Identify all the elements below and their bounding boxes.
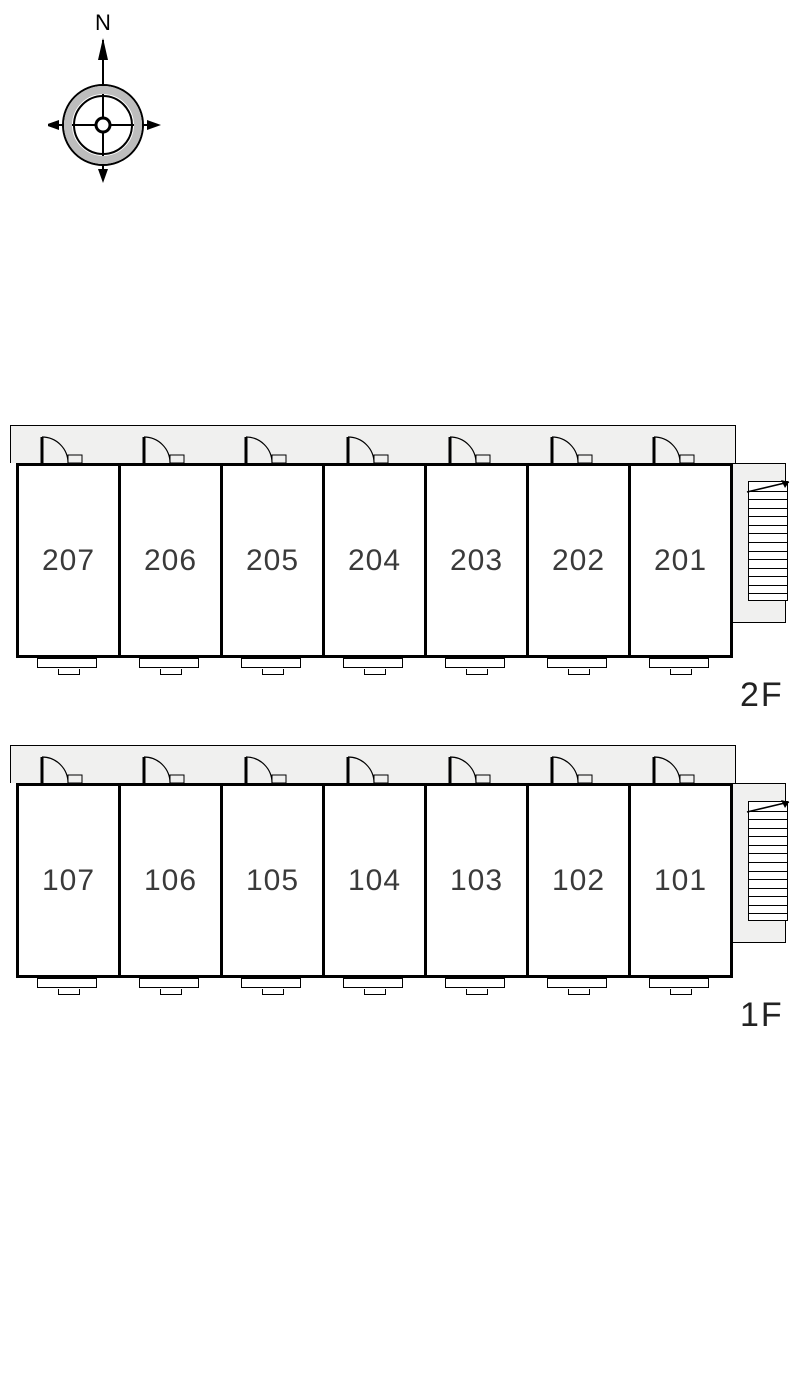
unit-206: 206 — [118, 463, 223, 658]
unit-label: 101 — [654, 864, 707, 898]
unit-101: 101 — [628, 783, 733, 978]
unit-label: 201 — [654, 544, 707, 578]
balcony-icon — [241, 658, 301, 668]
door-icon — [140, 431, 190, 470]
unit-label: 106 — [144, 864, 197, 898]
floor-1F: 107 106 105 104 103 102 — [10, 745, 790, 1038]
unit-label: 102 — [552, 864, 605, 898]
unit-201: 201 — [628, 463, 733, 658]
door-icon — [38, 751, 88, 790]
door-icon — [344, 431, 394, 470]
unit-207: 207 — [16, 463, 121, 658]
balcony-icon — [547, 658, 607, 668]
unit-103: 103 — [424, 783, 529, 978]
balcony-icon — [37, 658, 97, 668]
unit-105: 105 — [220, 783, 325, 978]
unit-label: 202 — [552, 544, 605, 578]
compass-icon: N — [48, 10, 178, 190]
unit-203: 203 — [424, 463, 529, 658]
svg-text:N: N — [95, 10, 111, 35]
door-icon — [548, 431, 598, 470]
unit-205: 205 — [220, 463, 325, 658]
balcony-icon — [37, 978, 97, 988]
balcony-icon — [139, 658, 199, 668]
unit-107: 107 — [16, 783, 121, 978]
balcony-icon — [649, 658, 709, 668]
door-icon — [242, 751, 292, 790]
door-icon — [446, 751, 496, 790]
balcony-icon — [649, 978, 709, 988]
balcony-icon — [445, 658, 505, 668]
unit-label: 204 — [348, 544, 401, 578]
door-icon — [446, 431, 496, 470]
stairs-icon — [748, 801, 788, 921]
unit-104: 104 — [322, 783, 427, 978]
balcony-icon — [241, 978, 301, 988]
unit-label: 206 — [144, 544, 197, 578]
unit-202: 202 — [526, 463, 631, 658]
floor-plan-diagram: N 207 206 205 — [0, 0, 800, 1373]
floor-label: 1F — [740, 996, 784, 1035]
unit-106: 106 — [118, 783, 223, 978]
unit-102: 102 — [526, 783, 631, 978]
balcony-icon — [547, 978, 607, 988]
balcony-icon — [343, 658, 403, 668]
unit-label: 105 — [246, 864, 299, 898]
unit-label: 207 — [42, 544, 95, 578]
unit-204: 204 — [322, 463, 427, 658]
unit-label: 205 — [246, 544, 299, 578]
door-icon — [242, 431, 292, 470]
door-icon — [650, 431, 700, 470]
door-icon — [140, 751, 190, 790]
balcony-icon — [343, 978, 403, 988]
unit-label: 107 — [42, 864, 95, 898]
door-icon — [38, 431, 88, 470]
floor-2F: 207 206 205 204 203 202 — [10, 425, 790, 718]
stairs-icon — [748, 481, 788, 601]
door-icon — [548, 751, 598, 790]
door-icon — [344, 751, 394, 790]
unit-label: 104 — [348, 864, 401, 898]
balcony-icon — [445, 978, 505, 988]
unit-label: 103 — [450, 864, 503, 898]
unit-label: 203 — [450, 544, 503, 578]
door-icon — [650, 751, 700, 790]
balcony-icon — [139, 978, 199, 988]
floor-label: 2F — [740, 676, 784, 715]
